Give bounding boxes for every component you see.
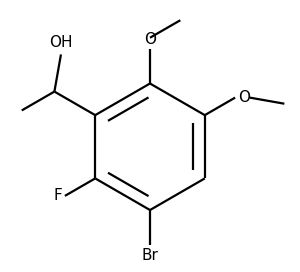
Text: F: F	[53, 188, 62, 203]
Text: O: O	[238, 90, 250, 105]
Text: OH: OH	[49, 35, 73, 50]
Text: Br: Br	[142, 248, 158, 263]
Text: O: O	[144, 32, 156, 47]
